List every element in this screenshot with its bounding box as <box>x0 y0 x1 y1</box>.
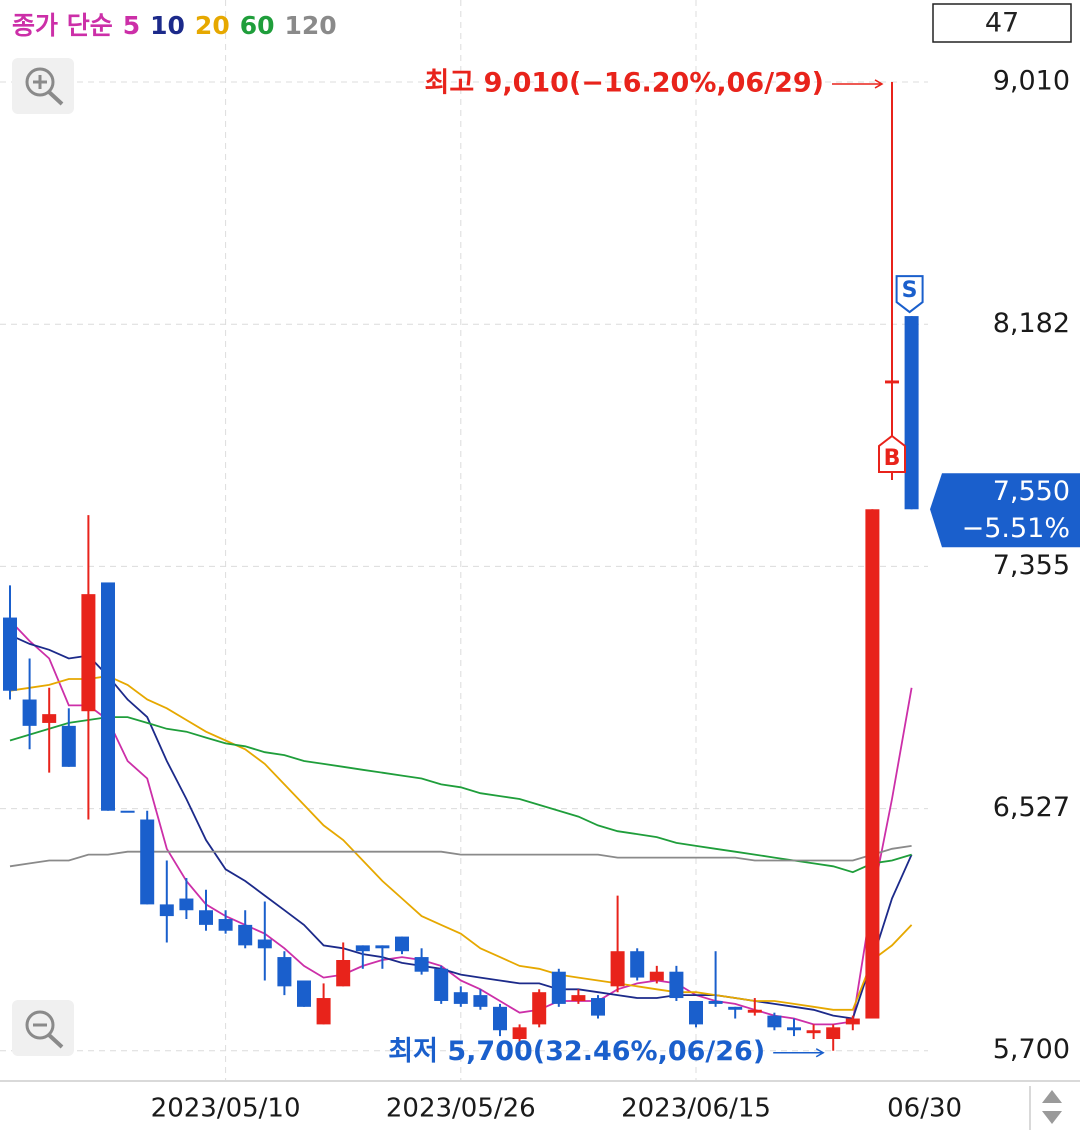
candle-body <box>493 1006 507 1031</box>
candle-body <box>395 936 409 952</box>
candle-body <box>218 919 233 931</box>
legend-label: 종가 단순 <box>12 11 113 40</box>
candle-body <box>140 819 155 905</box>
candle-body <box>787 1027 801 1031</box>
annotation-arrowhead <box>815 1048 825 1058</box>
zoom-in-bg[interactable] <box>12 58 74 114</box>
candle-body <box>238 924 253 946</box>
candle-body <box>277 957 292 987</box>
zoom-in-button[interactable] <box>12 58 74 114</box>
candle-body <box>159 904 174 917</box>
legend-entry: 60 <box>240 11 275 40</box>
current-price-change: −5.51% <box>962 513 1070 544</box>
candle-body <box>355 945 370 952</box>
ma-line <box>9 675 913 1011</box>
candle-body <box>199 910 213 925</box>
candle-body <box>473 995 488 1007</box>
annotation-arrowhead <box>874 79 884 89</box>
candle-body <box>101 582 115 811</box>
candle-body <box>316 998 331 1025</box>
y-tick-label: 6,527 <box>993 792 1070 823</box>
candle-body <box>257 939 272 949</box>
candle-body <box>532 992 547 1025</box>
zoom-handle <box>47 90 64 106</box>
buy-marker <box>878 434 906 473</box>
candle-body <box>22 699 37 726</box>
annotation-high: 최고 9,010(−16.20%,06/29) <box>424 67 824 98</box>
candle-body <box>120 810 135 813</box>
grid <box>0 0 928 1080</box>
y-tick-label: 9,010 <box>993 65 1070 96</box>
candle-body <box>81 594 96 712</box>
arrow-down[interactable] <box>1042 1111 1062 1124</box>
ma-line <box>9 634 913 1020</box>
x-tick-label: 2023/05/10 <box>151 1094 301 1124</box>
legend: 종가 단순 5 10 20 60 120 <box>12 11 337 40</box>
x-tick-label: 06/30 <box>887 1094 962 1124</box>
candle-body <box>669 971 684 999</box>
candle-body <box>904 316 919 510</box>
candle-body <box>375 945 390 949</box>
candle-body <box>551 971 566 1004</box>
candle-body <box>610 951 625 987</box>
zoom-lens <box>25 67 55 97</box>
x-tick-label: 2023/05/26 <box>386 1094 536 1124</box>
arrow-up[interactable] <box>1042 1090 1062 1103</box>
zoom-lens <box>25 1010 55 1040</box>
candle-body <box>826 1027 841 1040</box>
candle-body <box>806 1030 821 1034</box>
candle-body <box>512 1027 527 1040</box>
candle-body <box>297 980 311 1007</box>
ma-line <box>9 845 912 868</box>
zoom-out-button[interactable] <box>12 1000 74 1056</box>
candle-body <box>42 714 57 723</box>
current-price-box <box>930 473 1080 548</box>
candle-body <box>649 971 664 981</box>
candle-body <box>571 995 586 1001</box>
current-price-label: 7,550 <box>993 476 1070 507</box>
candle-body <box>414 957 429 972</box>
sell-marker-label: S <box>902 278 918 303</box>
count-box <box>932 3 1072 43</box>
candle-body <box>865 509 880 1019</box>
zoom-handle <box>47 1033 64 1049</box>
candle-body <box>453 992 468 1004</box>
sell-marker <box>895 275 924 314</box>
candle-body <box>61 725 76 767</box>
legend-entry: 5 <box>123 11 140 40</box>
legend-entry: 10 <box>150 11 185 40</box>
candle-body <box>434 968 449 1001</box>
legend-entry: 20 <box>195 11 230 40</box>
annotation-low: 최저 5,700(32.46%,06/26) <box>388 1036 765 1067</box>
candle-body <box>3 617 17 691</box>
candle-body <box>179 898 194 911</box>
candles <box>3 81 919 1051</box>
legend-entry: 120 <box>285 11 337 40</box>
scroll-button[interactable] <box>1042 1090 1062 1124</box>
count-text: 47 <box>985 8 1019 39</box>
candle-body <box>728 1006 743 1010</box>
candle-body <box>708 1000 723 1004</box>
ma-line <box>9 716 912 874</box>
candle-body <box>336 960 351 987</box>
candle-body <box>767 1015 782 1028</box>
y-tick-label: 5,700 <box>993 1034 1070 1065</box>
candle-body <box>591 998 605 1016</box>
candle-body <box>747 1009 762 1013</box>
x-tick-label: 2023/06/15 <box>621 1094 771 1124</box>
candle-body <box>885 380 899 384</box>
y-tick-label: 7,355 <box>993 550 1070 581</box>
candle-body <box>845 1018 860 1025</box>
y-tick-label: 8,182 <box>993 308 1070 339</box>
candle-body <box>689 1000 703 1025</box>
buy-marker-label: B <box>884 446 901 471</box>
zoom-out-bg[interactable] <box>12 1000 74 1056</box>
candle-body <box>630 951 645 978</box>
overlay: 5,700 6,527 7,355 8,182 9,010 2023/05/10 2023/… <box>151 65 1080 1124</box>
